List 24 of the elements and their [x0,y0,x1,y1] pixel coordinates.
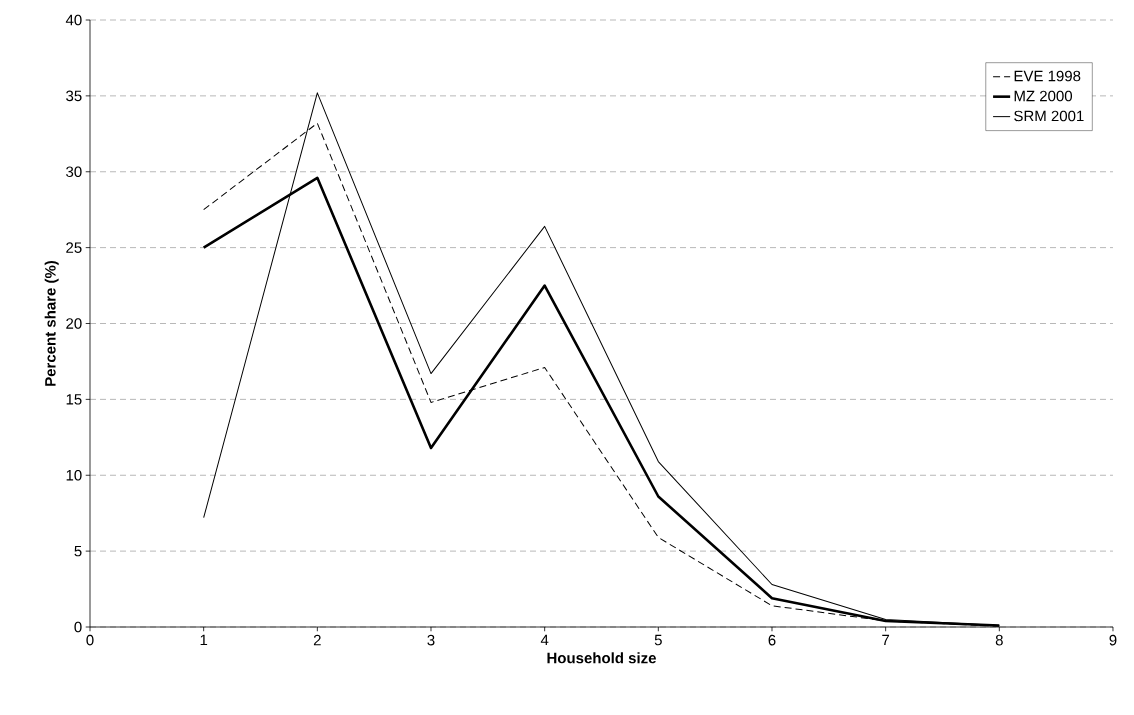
y-tick-label: 15 [66,394,82,405]
x-tick-label: 9 [1109,634,1117,646]
y-axis-title: Percent share (%) [44,260,59,386]
x-tick-label: 5 [654,634,662,646]
y-tick-label: 0 [74,621,82,633]
x-tick-label: 1 [200,634,208,646]
legend-label: MZ 2000 [1014,90,1073,102]
y-tick-label: 20 [66,318,82,329]
x-tick-label: 6 [768,634,776,646]
x-tick-label: 0 [86,634,94,646]
x-axis-title: Household size [547,652,656,664]
y-tick-label: 10 [66,469,82,481]
y-tick-label: 35 [66,90,82,102]
x-tick-label: 4 [540,634,549,646]
y-tick-label: 40 [65,14,82,26]
x-tick-label: 3 [427,634,435,646]
legend-label: EVE 1998 [1014,70,1081,82]
y-tick-label: 5 [74,545,82,557]
x-tick-label: 8 [995,634,1003,646]
x-tick-label: 7 [882,634,890,646]
x-tick-label: 2 [313,634,321,646]
y-tick-label: 30 [66,166,82,178]
legend-label: SRM 2001 [1014,110,1084,122]
y-tick-label: 25 [66,242,82,253]
